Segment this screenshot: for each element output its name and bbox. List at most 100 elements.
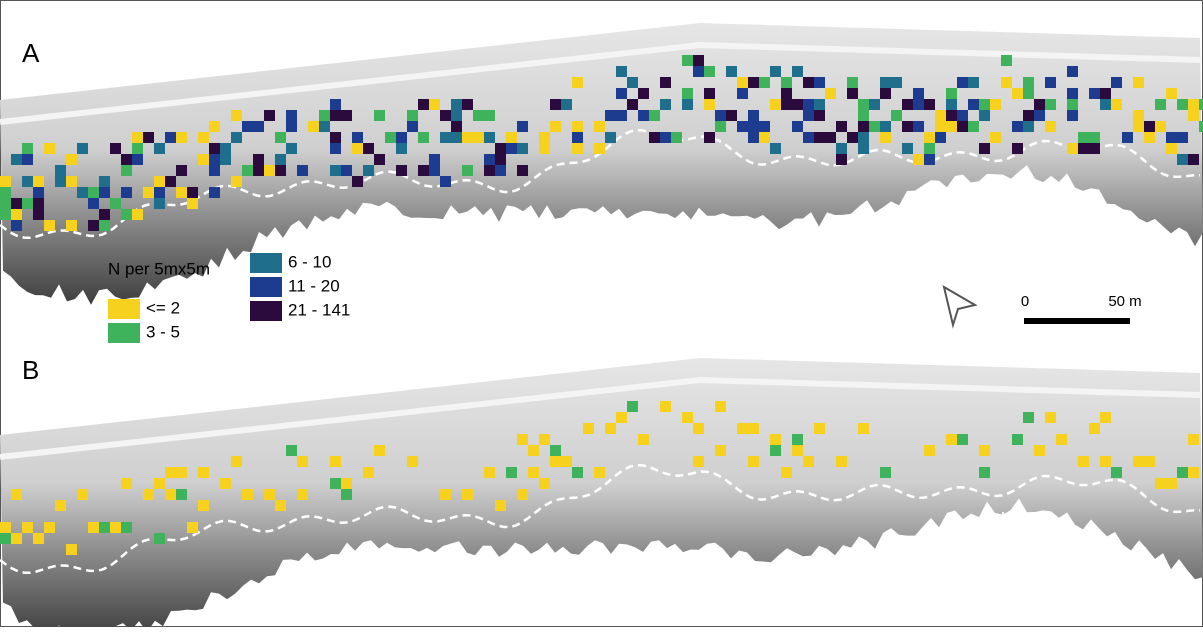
density-cell xyxy=(1012,121,1023,132)
density-cell xyxy=(187,187,198,198)
legend-label: 11 - 20 xyxy=(288,276,340,295)
density-cell xyxy=(792,66,803,77)
density-cell xyxy=(154,478,165,489)
density-cell xyxy=(792,121,803,132)
density-cell xyxy=(429,165,440,176)
density-cell xyxy=(0,176,11,187)
density-cell xyxy=(979,99,990,110)
density-cell xyxy=(264,489,275,500)
density-cell xyxy=(66,220,77,231)
density-cell xyxy=(209,121,220,132)
density-cell xyxy=(638,110,649,121)
density-cell xyxy=(594,143,605,154)
density-cell xyxy=(968,99,979,110)
density-cell xyxy=(209,165,220,176)
density-cell xyxy=(495,165,506,176)
density-cell xyxy=(990,99,1001,110)
density-cell xyxy=(748,110,759,121)
density-cell xyxy=(1155,99,1166,110)
density-cell xyxy=(924,143,935,154)
density-cell xyxy=(0,198,11,209)
density-cell xyxy=(825,88,836,99)
density-cell xyxy=(1188,467,1199,478)
density-cell xyxy=(1100,456,1111,467)
density-cell xyxy=(484,165,495,176)
density-cell xyxy=(242,165,253,176)
density-cell xyxy=(572,132,583,143)
density-cell xyxy=(572,143,583,154)
density-cell xyxy=(99,187,110,198)
density-cell xyxy=(891,77,902,88)
density-cell xyxy=(682,412,693,423)
legend-swatch xyxy=(250,253,282,273)
density-cell xyxy=(0,533,11,544)
density-cell xyxy=(440,176,451,187)
density-cell xyxy=(935,110,946,121)
density-cell xyxy=(341,165,352,176)
density-cell xyxy=(913,99,924,110)
density-cell xyxy=(132,154,143,165)
density-cell xyxy=(1078,143,1089,154)
density-cell xyxy=(1067,110,1078,121)
density-cell xyxy=(407,121,418,132)
density-cell xyxy=(484,154,495,165)
density-cell xyxy=(517,165,528,176)
density-cell xyxy=(121,187,132,198)
density-cell xyxy=(440,489,451,500)
density-cell xyxy=(957,110,968,121)
density-cell xyxy=(946,99,957,110)
density-cell xyxy=(462,489,473,500)
density-cell xyxy=(77,143,88,154)
density-cell xyxy=(22,198,33,209)
scale-label: 50 m xyxy=(1108,293,1141,310)
density-cell xyxy=(605,423,616,434)
density-cell xyxy=(231,110,242,121)
density-cell xyxy=(858,110,869,121)
density-cell xyxy=(253,121,264,132)
density-cell xyxy=(649,110,660,121)
density-cell xyxy=(847,77,858,88)
density-cell xyxy=(1023,412,1034,423)
density-cell xyxy=(1012,434,1023,445)
density-cell xyxy=(880,121,891,132)
density-cell xyxy=(968,121,979,132)
density-cell xyxy=(121,209,132,220)
density-cell xyxy=(836,456,847,467)
density-cell xyxy=(253,165,264,176)
legend-label: 3 - 5 xyxy=(146,322,180,341)
density-cell xyxy=(1111,77,1122,88)
density-cell xyxy=(110,198,121,209)
density-cell xyxy=(506,132,517,143)
density-cell xyxy=(99,220,110,231)
density-cell xyxy=(143,489,154,500)
density-cell xyxy=(363,165,374,176)
density-cell xyxy=(165,176,176,187)
density-cell xyxy=(495,500,506,511)
density-cell xyxy=(627,401,638,412)
density-cell xyxy=(990,132,1001,143)
density-cell xyxy=(176,187,187,198)
density-cell xyxy=(902,121,913,132)
density-cell xyxy=(814,423,825,434)
density-cell xyxy=(319,121,330,132)
density-cell xyxy=(770,99,781,110)
density-cell xyxy=(748,423,759,434)
density-cell xyxy=(55,165,66,176)
density-cell xyxy=(352,143,363,154)
density-cell xyxy=(836,143,847,154)
density-cell xyxy=(44,522,55,533)
density-cell xyxy=(814,110,825,121)
density-cell xyxy=(330,165,341,176)
density-cell xyxy=(1089,132,1100,143)
density-cell xyxy=(1067,88,1078,99)
density-cell xyxy=(858,143,869,154)
density-cell xyxy=(209,154,220,165)
density-cell xyxy=(814,99,825,110)
density-cell xyxy=(275,154,286,165)
density-cell xyxy=(363,467,374,478)
density-cell xyxy=(902,99,913,110)
density-cell xyxy=(1023,88,1034,99)
density-cell xyxy=(649,132,660,143)
density-cell xyxy=(1177,99,1188,110)
density-cell xyxy=(231,456,242,467)
